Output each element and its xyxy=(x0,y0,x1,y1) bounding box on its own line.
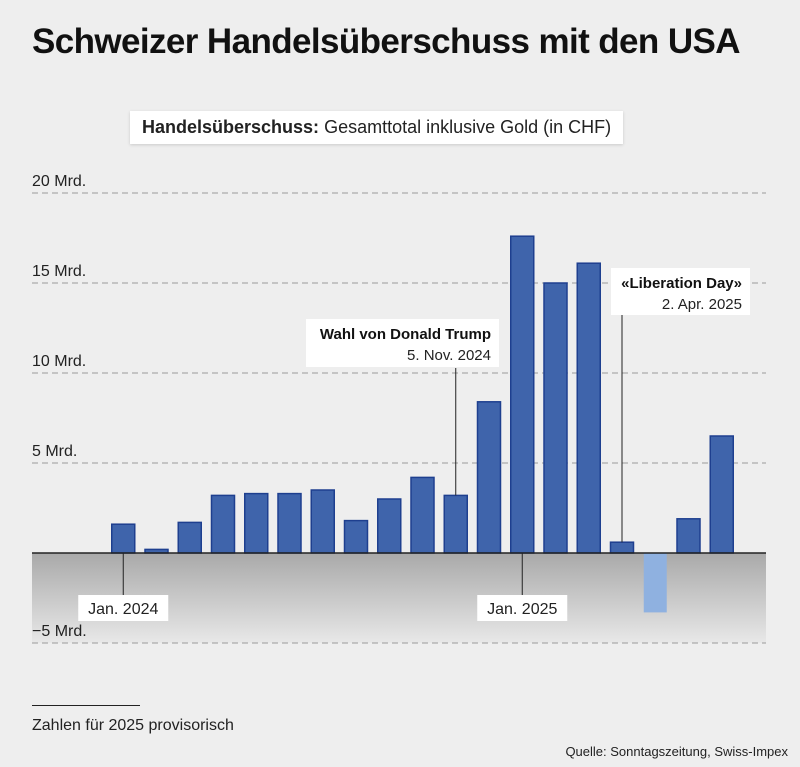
bar xyxy=(310,489,335,554)
bar xyxy=(676,518,701,554)
chart-title: Schweizer Handelsüberschuss mit den USA xyxy=(32,22,741,61)
bar xyxy=(510,235,535,554)
bar xyxy=(277,492,302,554)
y-tick-label: 10 Mrd. xyxy=(32,353,86,370)
y-tick-label: 5 Mrd. xyxy=(32,443,77,460)
annotation-title: «Liberation Day» xyxy=(621,275,742,292)
bar xyxy=(410,476,435,554)
footnote: Zahlen für 2025 provisorisch xyxy=(32,717,234,734)
y-tick-label: −5 Mrd. xyxy=(32,623,87,640)
source-credit: Quelle: Sonntagszeitung, Swiss-Impex xyxy=(565,744,788,759)
x-label-box xyxy=(78,595,169,621)
chart-subtitle: Handelsüberschuss: Gesamttotal inklusive… xyxy=(130,111,624,144)
footnote-divider xyxy=(32,705,140,706)
bar xyxy=(543,282,568,554)
annotation-box xyxy=(306,319,499,367)
bar xyxy=(343,519,369,554)
annotation-date: 5. Nov. 2024 xyxy=(407,347,491,364)
y-tick-label: 20 Mrd. xyxy=(32,173,86,190)
bar xyxy=(377,498,402,554)
subtitle-bold: Handelsüberschuss: xyxy=(142,117,320,137)
bar xyxy=(177,521,202,554)
annotation-title: Wahl von Donald Trump xyxy=(320,326,491,343)
x-tick-label: Jan. 2025 xyxy=(487,601,557,618)
bar xyxy=(244,492,269,554)
x-label-box xyxy=(477,595,568,621)
annotation-date: 2. Apr. 2025 xyxy=(662,296,742,313)
bar xyxy=(643,553,667,613)
bar xyxy=(111,523,136,554)
bar xyxy=(609,541,635,554)
bar xyxy=(443,494,468,554)
bar xyxy=(709,435,734,554)
bar xyxy=(476,401,502,554)
bar xyxy=(576,262,601,554)
y-tick-label: 15 Mrd. xyxy=(32,263,86,280)
x-tick-label: Jan. 2024 xyxy=(88,601,158,618)
subtitle-rest: Gesamttotal inklusive Gold (in CHF) xyxy=(319,117,612,137)
bar xyxy=(210,494,236,554)
annotation-box xyxy=(611,268,750,315)
